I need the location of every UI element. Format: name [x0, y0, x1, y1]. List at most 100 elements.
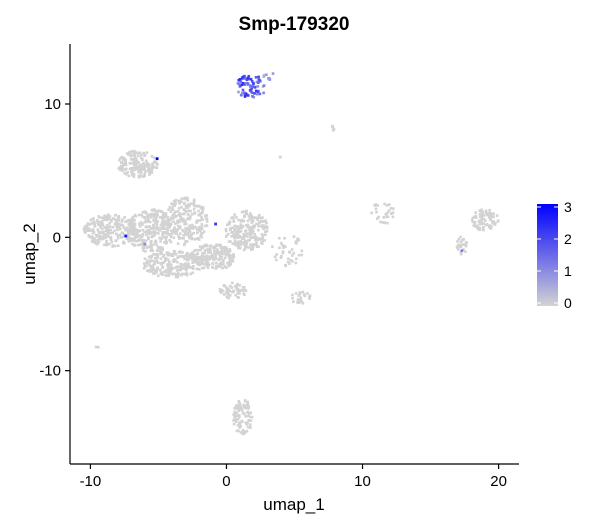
umap-point — [279, 241, 283, 245]
umap-point — [242, 403, 245, 407]
umap-point — [240, 219, 243, 222]
umap-point — [131, 216, 135, 220]
umap-point — [238, 402, 242, 406]
umap-point — [155, 243, 158, 247]
umap-point — [495, 214, 499, 217]
umap-point — [186, 226, 190, 230]
umap-point — [192, 200, 196, 203]
umap-point — [255, 245, 259, 248]
umap-point — [228, 220, 232, 224]
umap-point — [230, 231, 233, 234]
umap-point — [224, 249, 227, 253]
umap-point — [132, 173, 136, 176]
umap-point — [144, 159, 148, 163]
umap-point — [474, 214, 478, 218]
umap-point — [190, 232, 193, 236]
umap-point — [291, 293, 294, 297]
umap-point — [298, 291, 302, 294]
umap-point — [105, 224, 109, 227]
umap-point — [249, 243, 252, 246]
umap-point — [200, 258, 203, 262]
umap-point — [459, 251, 463, 254]
umap-point — [164, 274, 167, 277]
umap-point — [99, 226, 102, 229]
umap-point — [132, 228, 136, 231]
umap-point — [152, 156, 156, 160]
umap-point — [248, 217, 251, 220]
umap-point — [245, 242, 249, 245]
umap-point — [227, 240, 231, 243]
umap-point — [238, 226, 241, 230]
umap-point — [240, 210, 244, 214]
umap-point — [159, 223, 163, 227]
umap-point — [164, 256, 168, 260]
umap-point — [169, 252, 172, 256]
umap-point — [198, 256, 202, 259]
umap-point — [119, 167, 122, 170]
umap-point — [190, 213, 194, 216]
umap-point — [170, 216, 173, 219]
umap-point — [140, 238, 144, 242]
umap-point — [244, 223, 248, 227]
umap-point — [239, 431, 243, 434]
umap-point — [459, 252, 463, 256]
umap-point — [161, 223, 164, 226]
umap-point — [202, 266, 206, 270]
umap-point — [186, 196, 189, 200]
umap-point — [186, 206, 189, 209]
umap-point — [129, 167, 133, 171]
umap-point — [200, 227, 204, 230]
umap-point — [121, 224, 125, 227]
umap-point — [228, 289, 231, 293]
umap-point — [152, 215, 156, 219]
umap-point — [478, 222, 482, 226]
umap-point — [219, 261, 222, 265]
umap-point — [284, 263, 287, 267]
umap-point — [233, 418, 237, 422]
umap-point — [239, 241, 243, 245]
umap-point — [141, 158, 144, 162]
umap-point — [176, 260, 179, 264]
umap-point — [172, 258, 176, 261]
umap-point — [155, 224, 159, 227]
umap-point — [92, 217, 95, 220]
umap-point — [214, 250, 218, 254]
umap-point — [87, 223, 91, 226]
umap-point — [98, 237, 101, 240]
highlight-point — [143, 242, 147, 246]
umap-point — [245, 78, 249, 81]
umap-point — [161, 255, 165, 258]
umap-point — [188, 224, 192, 227]
umap-point — [182, 237, 185, 240]
umap-point — [215, 266, 218, 269]
umap-point — [474, 216, 478, 219]
umap-point — [163, 219, 167, 223]
umap-point — [144, 225, 148, 228]
umap-point — [181, 212, 185, 216]
umap-point — [480, 218, 483, 221]
umap-point — [197, 237, 200, 240]
umap-point — [205, 257, 208, 261]
umap-point — [179, 268, 183, 272]
umap-point — [163, 216, 167, 219]
umap-point — [187, 262, 190, 265]
umap-point — [227, 287, 230, 291]
umap-point — [150, 244, 153, 248]
umap-point — [139, 234, 143, 238]
umap-point — [383, 202, 386, 206]
umap-point — [148, 220, 152, 224]
umap-point — [117, 219, 120, 222]
umap-point — [204, 224, 207, 228]
umap-point — [115, 223, 118, 226]
umap-point — [244, 229, 248, 232]
umap-point — [129, 218, 133, 221]
umap-point — [226, 223, 229, 227]
umap-point — [161, 216, 165, 220]
umap-point — [82, 227, 86, 231]
umap-point — [237, 218, 240, 222]
umap-point — [224, 253, 228, 257]
umap-point — [94, 242, 97, 245]
umap-point — [178, 251, 181, 254]
umap-point — [171, 254, 175, 258]
umap-point — [147, 165, 150, 169]
